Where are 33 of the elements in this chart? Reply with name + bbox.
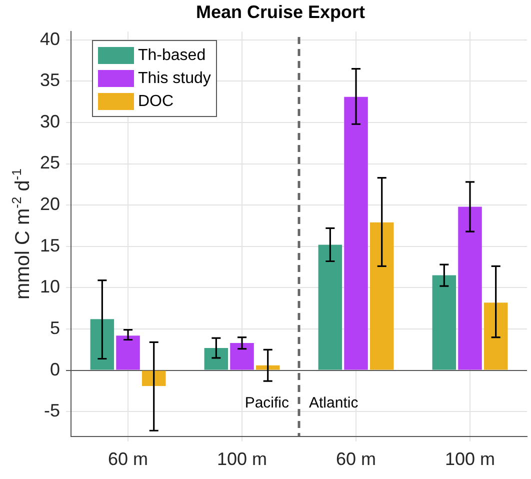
bar <box>370 222 394 370</box>
bar <box>256 365 280 370</box>
legend-label: DOC <box>138 92 174 110</box>
bar <box>344 96 368 370</box>
bar <box>230 343 254 370</box>
y-tick-label: 40 <box>40 28 60 49</box>
y-tick-label: 35 <box>40 70 60 90</box>
legend-label: This study <box>138 70 211 88</box>
bar <box>142 370 166 386</box>
annotation: Atlantic <box>309 394 359 412</box>
y-tick-label: -5 <box>44 400 60 421</box>
chart-title: Mean Cruise Export <box>196 2 366 22</box>
annotation: Pacific <box>244 394 290 412</box>
x-tick-label: 100 m <box>444 449 496 470</box>
y-tick-label: 30 <box>40 111 60 132</box>
bar <box>484 302 508 370</box>
bar <box>90 319 114 370</box>
x-tick-label: 60 m <box>108 449 148 470</box>
y-axis-title: mmol C m-2 d-1 <box>9 168 34 300</box>
y-tick-label: 0 <box>50 359 60 380</box>
x-tick-label: 60 m <box>336 449 376 470</box>
y-tick-label: 20 <box>40 194 60 214</box>
y-tick-label: 10 <box>40 276 60 297</box>
bar <box>432 275 456 370</box>
legend-label: Th-based <box>138 46 206 64</box>
bar <box>458 206 482 370</box>
bar <box>204 348 228 370</box>
y-tick-label: 25 <box>40 152 60 173</box>
x-tick-label: 100 m <box>217 449 268 470</box>
y-tick-label: 5 <box>50 318 60 338</box>
y-tick-label: 15 <box>40 235 60 256</box>
bar <box>116 336 140 370</box>
bar <box>318 244 342 370</box>
